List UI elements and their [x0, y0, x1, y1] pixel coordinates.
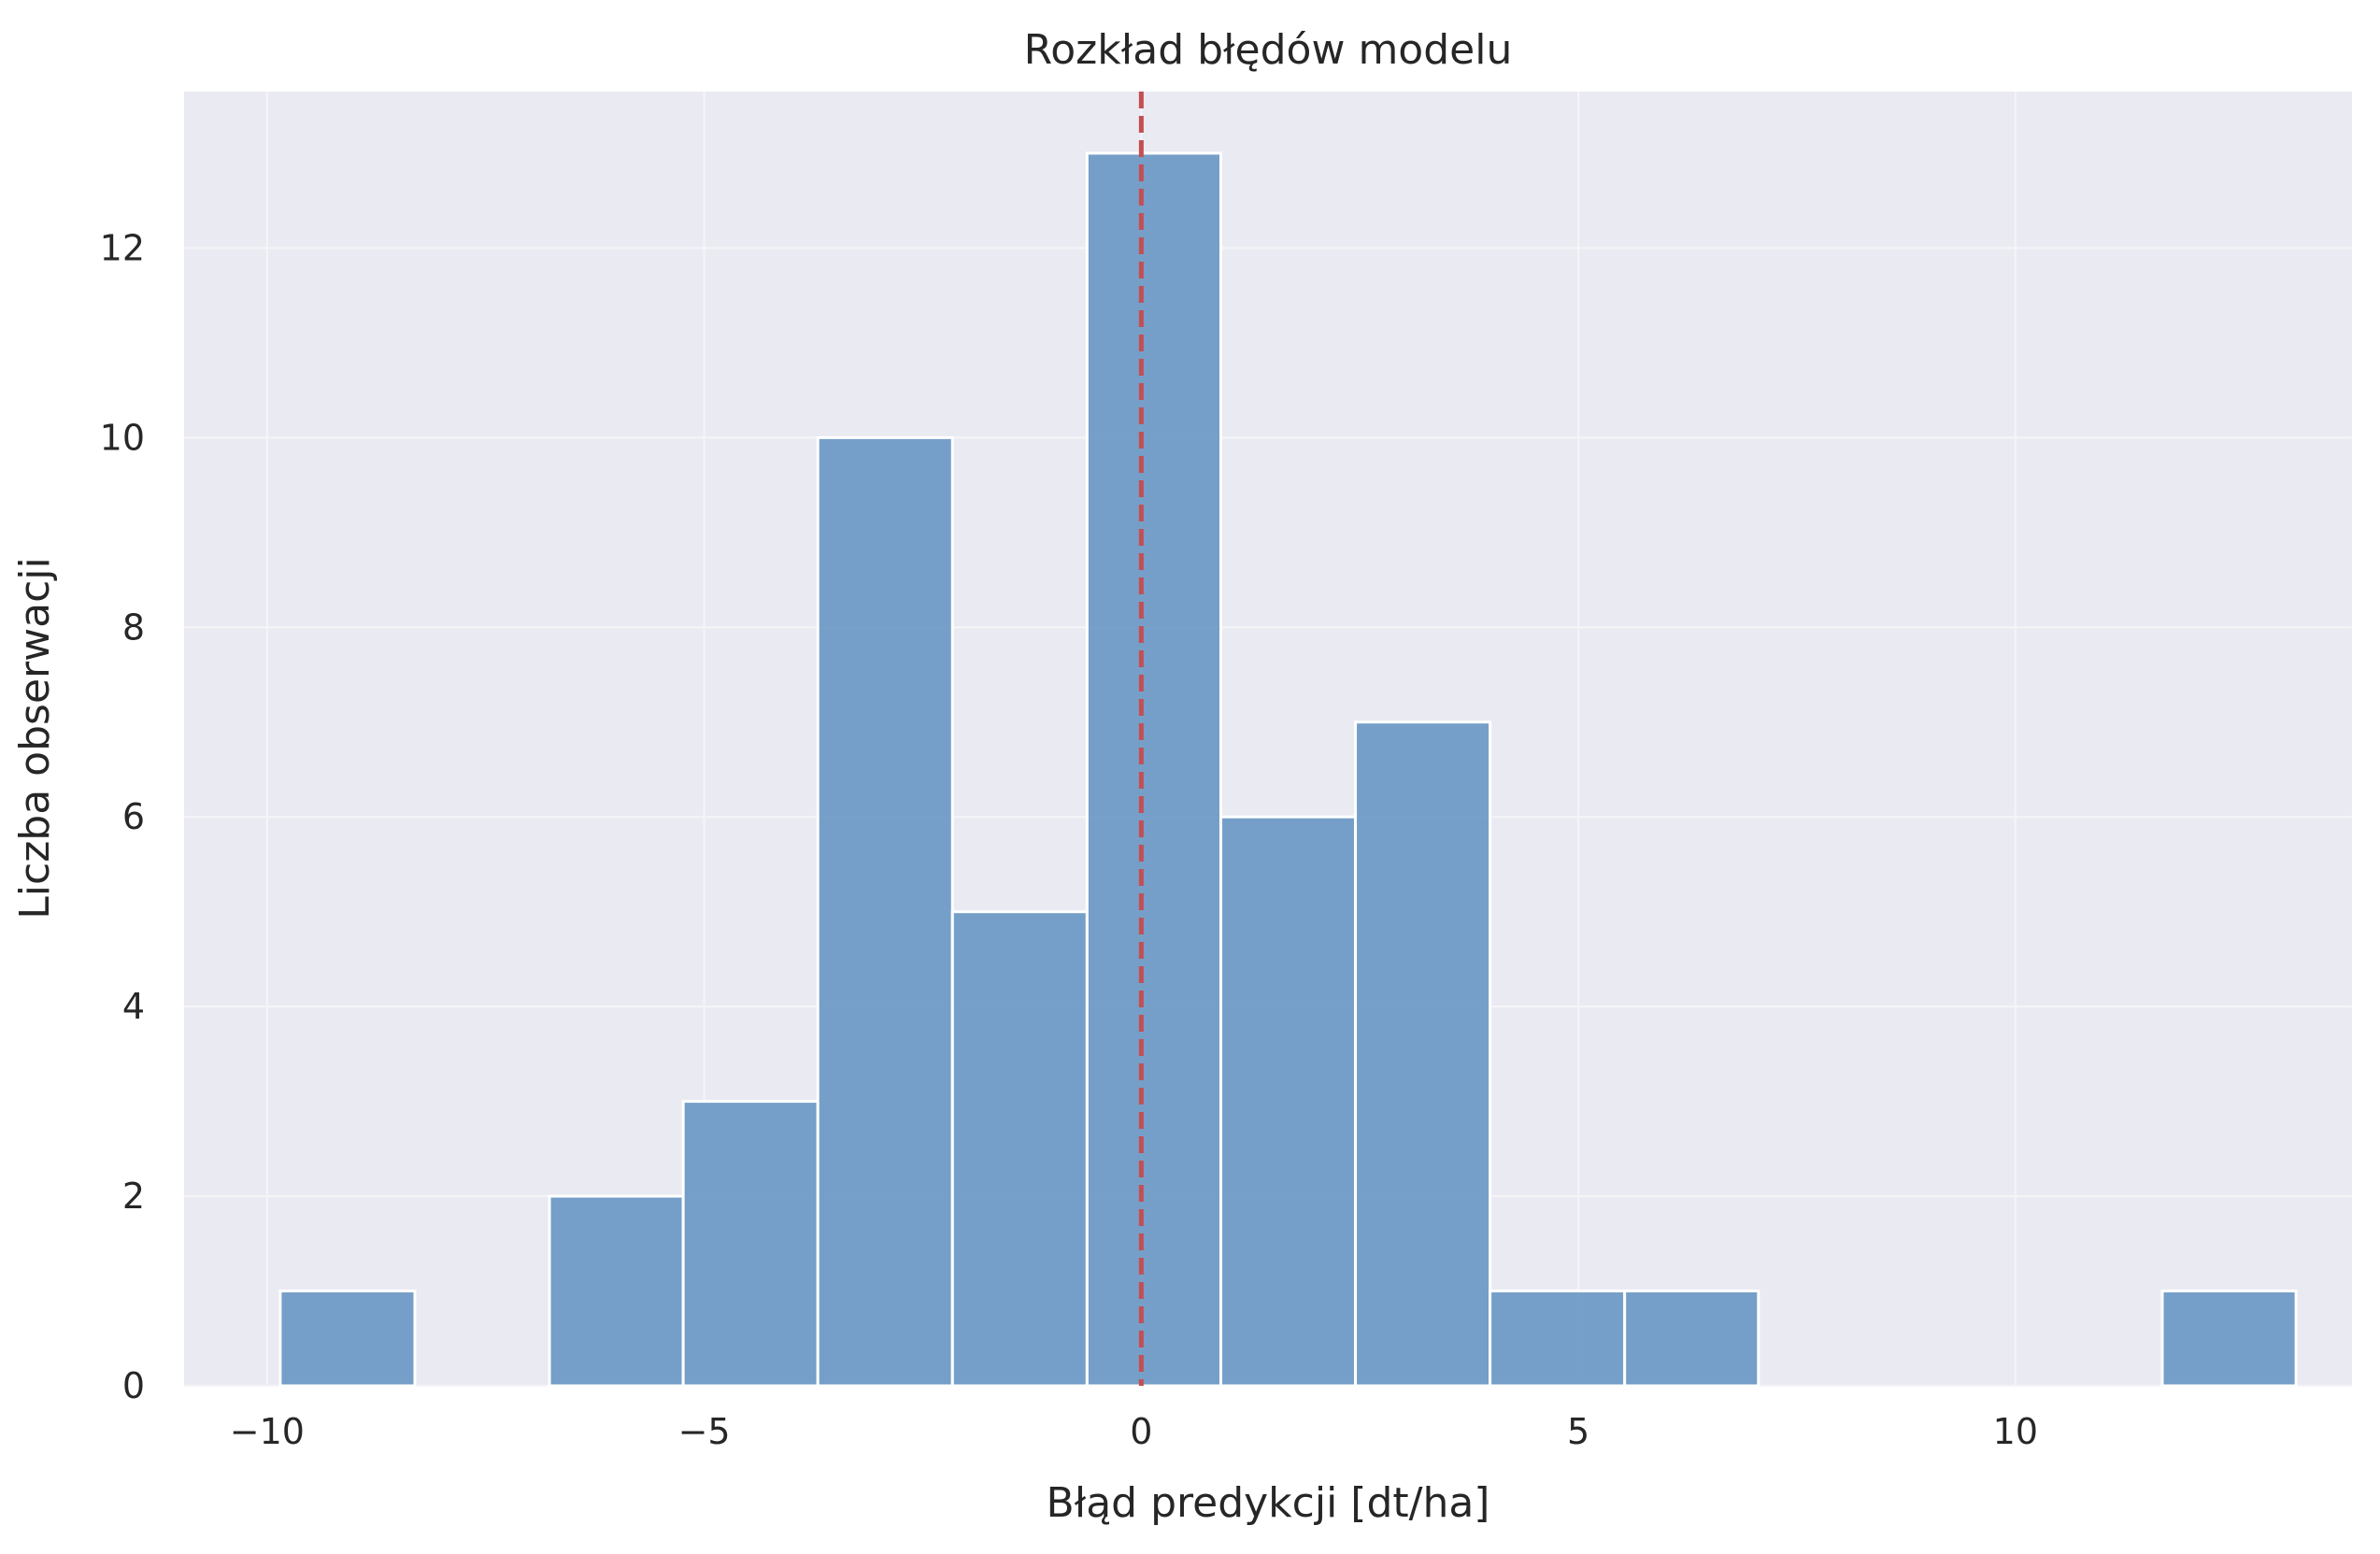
- histogram-bar: [548, 1194, 685, 1388]
- x-tick-label: 5: [1567, 1411, 1589, 1452]
- histogram-bar: [1085, 151, 1222, 1388]
- x-tick-label: 0: [1130, 1411, 1152, 1452]
- histogram-bar: [950, 910, 1089, 1388]
- y-tick-label: 0: [122, 1365, 145, 1406]
- y-tick-label: 6: [122, 796, 145, 837]
- histogram-bar: [278, 1290, 417, 1388]
- x-tick-label: 10: [1993, 1411, 2038, 1452]
- histogram-bar: [681, 1100, 819, 1388]
- histogram-bar: [1219, 815, 1358, 1388]
- y-tick-label: 10: [100, 417, 145, 458]
- y-tick-label: 8: [122, 606, 145, 648]
- histogram-bar: [1354, 720, 1492, 1388]
- y-tick-label: 12: [100, 227, 145, 268]
- x-axis-label: Błąd predykcji [dt/ha]: [1047, 1479, 1490, 1527]
- y-tick-label: 4: [122, 986, 145, 1027]
- x-tick-label: −5: [678, 1411, 731, 1452]
- histogram-bar: [2160, 1290, 2298, 1388]
- histogram-bar: [816, 435, 954, 1388]
- chart-title: Rozkład błędów modelu: [1024, 26, 1513, 74]
- y-tick-label: 2: [122, 1176, 145, 1217]
- x-axis-ticks: −10 −5 0 5 10: [230, 1411, 2038, 1452]
- x-tick-label: −10: [230, 1411, 305, 1452]
- histogram-bars: [278, 151, 2298, 1388]
- y-axis-label: Liczba obserwacji: [11, 557, 59, 919]
- histogram-bar: [1489, 1290, 1627, 1388]
- histogram-bar: [1623, 1290, 1760, 1388]
- y-axis-ticks: 0 2 4 6 8 10 12: [100, 227, 145, 1406]
